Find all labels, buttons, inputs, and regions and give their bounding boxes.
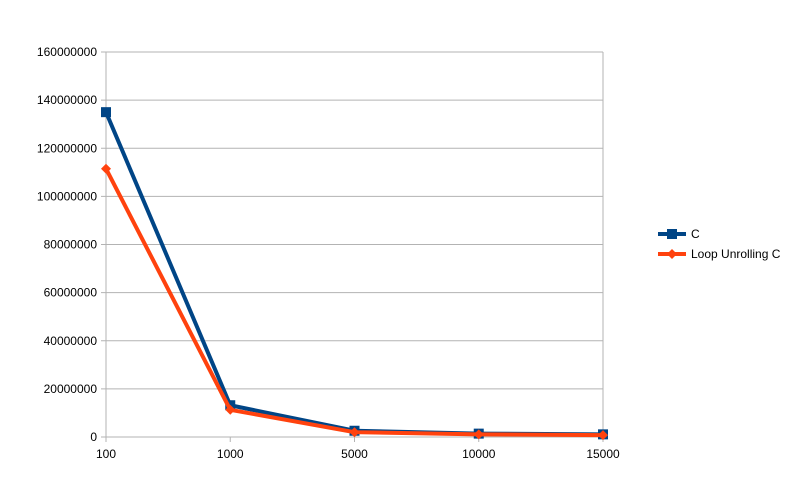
legend-marker: [667, 249, 677, 259]
y-tick-label: 60000000: [44, 286, 98, 300]
series-lines: [101, 107, 608, 441]
y-tick-label: 0: [90, 430, 97, 444]
legend-label: C: [691, 227, 700, 241]
legend-marker: [667, 229, 677, 239]
data-point: [598, 430, 608, 441]
x-tick-label: 100: [96, 447, 116, 461]
data-point: [101, 163, 111, 174]
x-tick-label: 10000: [462, 447, 496, 461]
y-tick-labels: 0 20000000 40000000 60000000 80000000 1000000…: [37, 45, 97, 444]
series-line-2: [104, 167, 604, 438]
y-tick-label: 80000000: [44, 238, 98, 252]
y-tick-label: 120000000: [37, 141, 97, 155]
y-tick-label: 140000000: [37, 93, 97, 107]
axes: [101, 51, 604, 442]
data-point: [101, 107, 111, 118]
x-tick-labels: 100 1000 5000 10000 15000: [96, 447, 620, 461]
y-tick-label: 40000000: [44, 334, 98, 348]
y-tick-label: 100000000: [37, 189, 97, 203]
y-tick-label: 20000000: [44, 382, 98, 396]
legend: C Loop Unrolling C: [658, 227, 781, 261]
series-line-1: [104, 111, 604, 437]
legend-label: Loop Unrolling C: [691, 247, 781, 261]
x-tick-label: 1000: [217, 447, 244, 461]
y-tick-label: 160000000: [37, 45, 97, 59]
data-point: [349, 427, 360, 438]
data-point: [225, 404, 236, 415]
x-tick-label: 5000: [341, 447, 368, 461]
x-tick-label: 15000: [586, 447, 620, 461]
data-point: [473, 429, 484, 440]
gridlines: [106, 51, 603, 438]
